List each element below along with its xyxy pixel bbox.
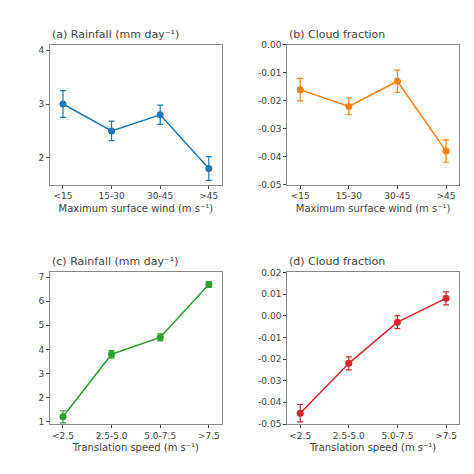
- svg-text:-0.05: -0.05: [258, 419, 281, 429]
- svg-text:Translation speed (m s⁻¹): Translation speed (m s⁻¹): [309, 442, 436, 453]
- svg-text:2.5-5.0: 2.5-5.0: [96, 431, 128, 441]
- svg-text:3: 3: [38, 369, 44, 379]
- svg-text:-0.03: -0.03: [258, 376, 281, 386]
- svg-text:3: 3: [38, 99, 44, 109]
- svg-text:30-45: 30-45: [147, 191, 173, 201]
- svg-text:7: 7: [38, 272, 44, 282]
- svg-text:-0.02: -0.02: [258, 96, 281, 106]
- svg-text:5.0-7.5: 5.0-7.5: [381, 431, 413, 441]
- svg-text:2.5-5.0: 2.5-5.0: [333, 431, 365, 441]
- svg-text:(b) Cloud fraction: (b) Cloud fraction: [289, 28, 385, 41]
- svg-text:15-30: 15-30: [336, 191, 362, 201]
- svg-text:-0.04: -0.04: [258, 397, 282, 407]
- svg-text:>7.5: >7.5: [435, 431, 457, 441]
- svg-text:-0.05: -0.05: [258, 180, 281, 190]
- svg-text:0.02: 0.02: [261, 268, 281, 278]
- svg-text:2: 2: [38, 153, 44, 163]
- svg-text:<2.5: <2.5: [289, 431, 311, 441]
- svg-text:6: 6: [38, 296, 44, 306]
- svg-text:0.00: 0.00: [261, 40, 281, 50]
- svg-text:5: 5: [38, 320, 44, 330]
- svg-text:<15: <15: [53, 191, 72, 201]
- svg-text:4: 4: [38, 45, 44, 55]
- svg-text:5.0-7.5: 5.0-7.5: [144, 431, 176, 441]
- svg-text:<2.5: <2.5: [52, 431, 74, 441]
- svg-text:-0.01: -0.01: [258, 333, 281, 343]
- svg-text:Translation speed (m s⁻¹): Translation speed (m s⁻¹): [72, 442, 199, 453]
- svg-text:>45: >45: [199, 191, 218, 201]
- svg-text:30-45: 30-45: [384, 191, 410, 201]
- svg-text:(a) Rainfall (mm day⁻¹): (a) Rainfall (mm day⁻¹): [52, 28, 179, 41]
- svg-text:2: 2: [38, 393, 44, 403]
- svg-text:-0.02: -0.02: [258, 354, 281, 364]
- svg-text:-0.03: -0.03: [258, 124, 281, 134]
- svg-text:<15: <15: [291, 191, 310, 201]
- svg-text:1: 1: [38, 417, 44, 427]
- svg-text:0.00: 0.00: [261, 311, 281, 321]
- svg-text:(c) Rainfall (mm day⁻¹): (c) Rainfall (mm day⁻¹): [52, 255, 178, 268]
- svg-text:(d) Cloud fraction: (d) Cloud fraction: [289, 255, 385, 268]
- svg-text:Maximum surface wind (m s⁻¹): Maximum surface wind (m s⁻¹): [296, 203, 451, 214]
- svg-text:-0.01: -0.01: [258, 68, 281, 78]
- svg-text:0.01: 0.01: [261, 289, 281, 299]
- svg-text:Maximum surface wind (m s⁻¹): Maximum surface wind (m s⁻¹): [59, 203, 214, 214]
- svg-text:-0.04: -0.04: [258, 152, 282, 162]
- svg-text:>7.5: >7.5: [198, 431, 220, 441]
- svg-text:15-30: 15-30: [99, 191, 125, 201]
- svg-text:4: 4: [38, 345, 44, 355]
- svg-text:>45: >45: [437, 191, 456, 201]
